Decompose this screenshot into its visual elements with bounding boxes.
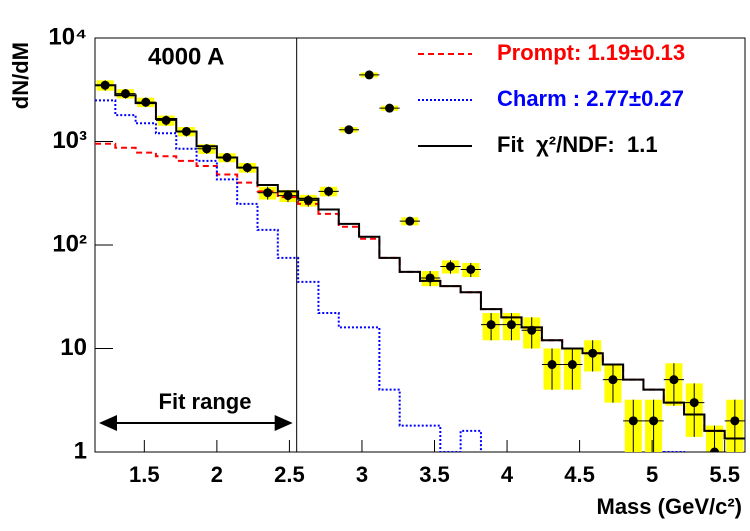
data-point bbox=[649, 416, 659, 426]
data-point bbox=[344, 125, 354, 135]
arrow-head bbox=[99, 415, 117, 431]
x-tick-label: 4 bbox=[501, 462, 514, 487]
x-axis-title: Mass (GeV/c²) bbox=[597, 494, 743, 519]
data-point bbox=[466, 264, 476, 274]
plot-frame bbox=[94, 37, 746, 453]
data-point bbox=[263, 188, 273, 198]
data-point bbox=[405, 216, 415, 226]
data-point bbox=[527, 325, 537, 335]
data-point bbox=[445, 261, 455, 271]
data-point bbox=[364, 70, 374, 80]
plot-area bbox=[95, 70, 745, 452]
x-tick-label: 4.5 bbox=[564, 462, 595, 487]
fit-range-label: Fit range bbox=[159, 389, 252, 414]
y-tick-label: 10⁴ bbox=[48, 23, 87, 50]
histogram-line bbox=[95, 99, 686, 452]
data-point bbox=[324, 186, 334, 196]
annotation: 4000 A bbox=[148, 43, 225, 70]
x-tick-label: 5 bbox=[646, 462, 658, 487]
data-point bbox=[567, 360, 577, 370]
y-tick-label: 1 bbox=[74, 437, 87, 464]
data-point bbox=[385, 103, 395, 113]
x-tick-label: 3.5 bbox=[419, 462, 450, 487]
data-point bbox=[628, 416, 638, 426]
data-point bbox=[730, 416, 740, 426]
data-point bbox=[669, 375, 679, 385]
data-point bbox=[283, 191, 293, 201]
y-tick-label: 10 bbox=[60, 334, 87, 361]
x-tick-label: 2.5 bbox=[274, 462, 305, 487]
data-point bbox=[222, 153, 232, 163]
legend-label: Charm : 2.77±0.27 bbox=[497, 86, 684, 111]
data-point bbox=[689, 398, 699, 408]
data-point bbox=[141, 97, 151, 107]
x-tick-label: 5.5 bbox=[709, 462, 740, 487]
x-tick-label: 1.5 bbox=[129, 462, 160, 487]
data-point bbox=[303, 195, 313, 205]
data-point bbox=[710, 447, 720, 452]
y-tick-label: 10² bbox=[52, 230, 87, 257]
y-tick-label: 10³ bbox=[52, 127, 87, 154]
data-point bbox=[486, 320, 496, 330]
data-point bbox=[506, 320, 516, 330]
data-point bbox=[608, 375, 618, 385]
data-point bbox=[100, 80, 110, 90]
data-point bbox=[588, 348, 598, 358]
data-point bbox=[242, 163, 252, 173]
data-point bbox=[202, 144, 212, 154]
data-point bbox=[425, 273, 435, 283]
legend-label: Prompt: 1.19±0.13 bbox=[497, 40, 685, 65]
data-point bbox=[120, 89, 130, 99]
legend-label: Fit χ²/NDF: 1.1 bbox=[497, 132, 658, 157]
data-point bbox=[161, 115, 171, 125]
x-tick-label: 2 bbox=[211, 462, 223, 487]
data-point bbox=[547, 360, 557, 370]
x-tick-label: 3 bbox=[356, 462, 368, 487]
overlay: Prompt: 1.19±0.13 Charm : 2.77±0.27 Fit χ²… bbox=[99, 38, 685, 452]
data-point bbox=[181, 126, 191, 136]
y-axis-title: dN/dM bbox=[8, 42, 33, 109]
arrow-head bbox=[274, 415, 293, 431]
